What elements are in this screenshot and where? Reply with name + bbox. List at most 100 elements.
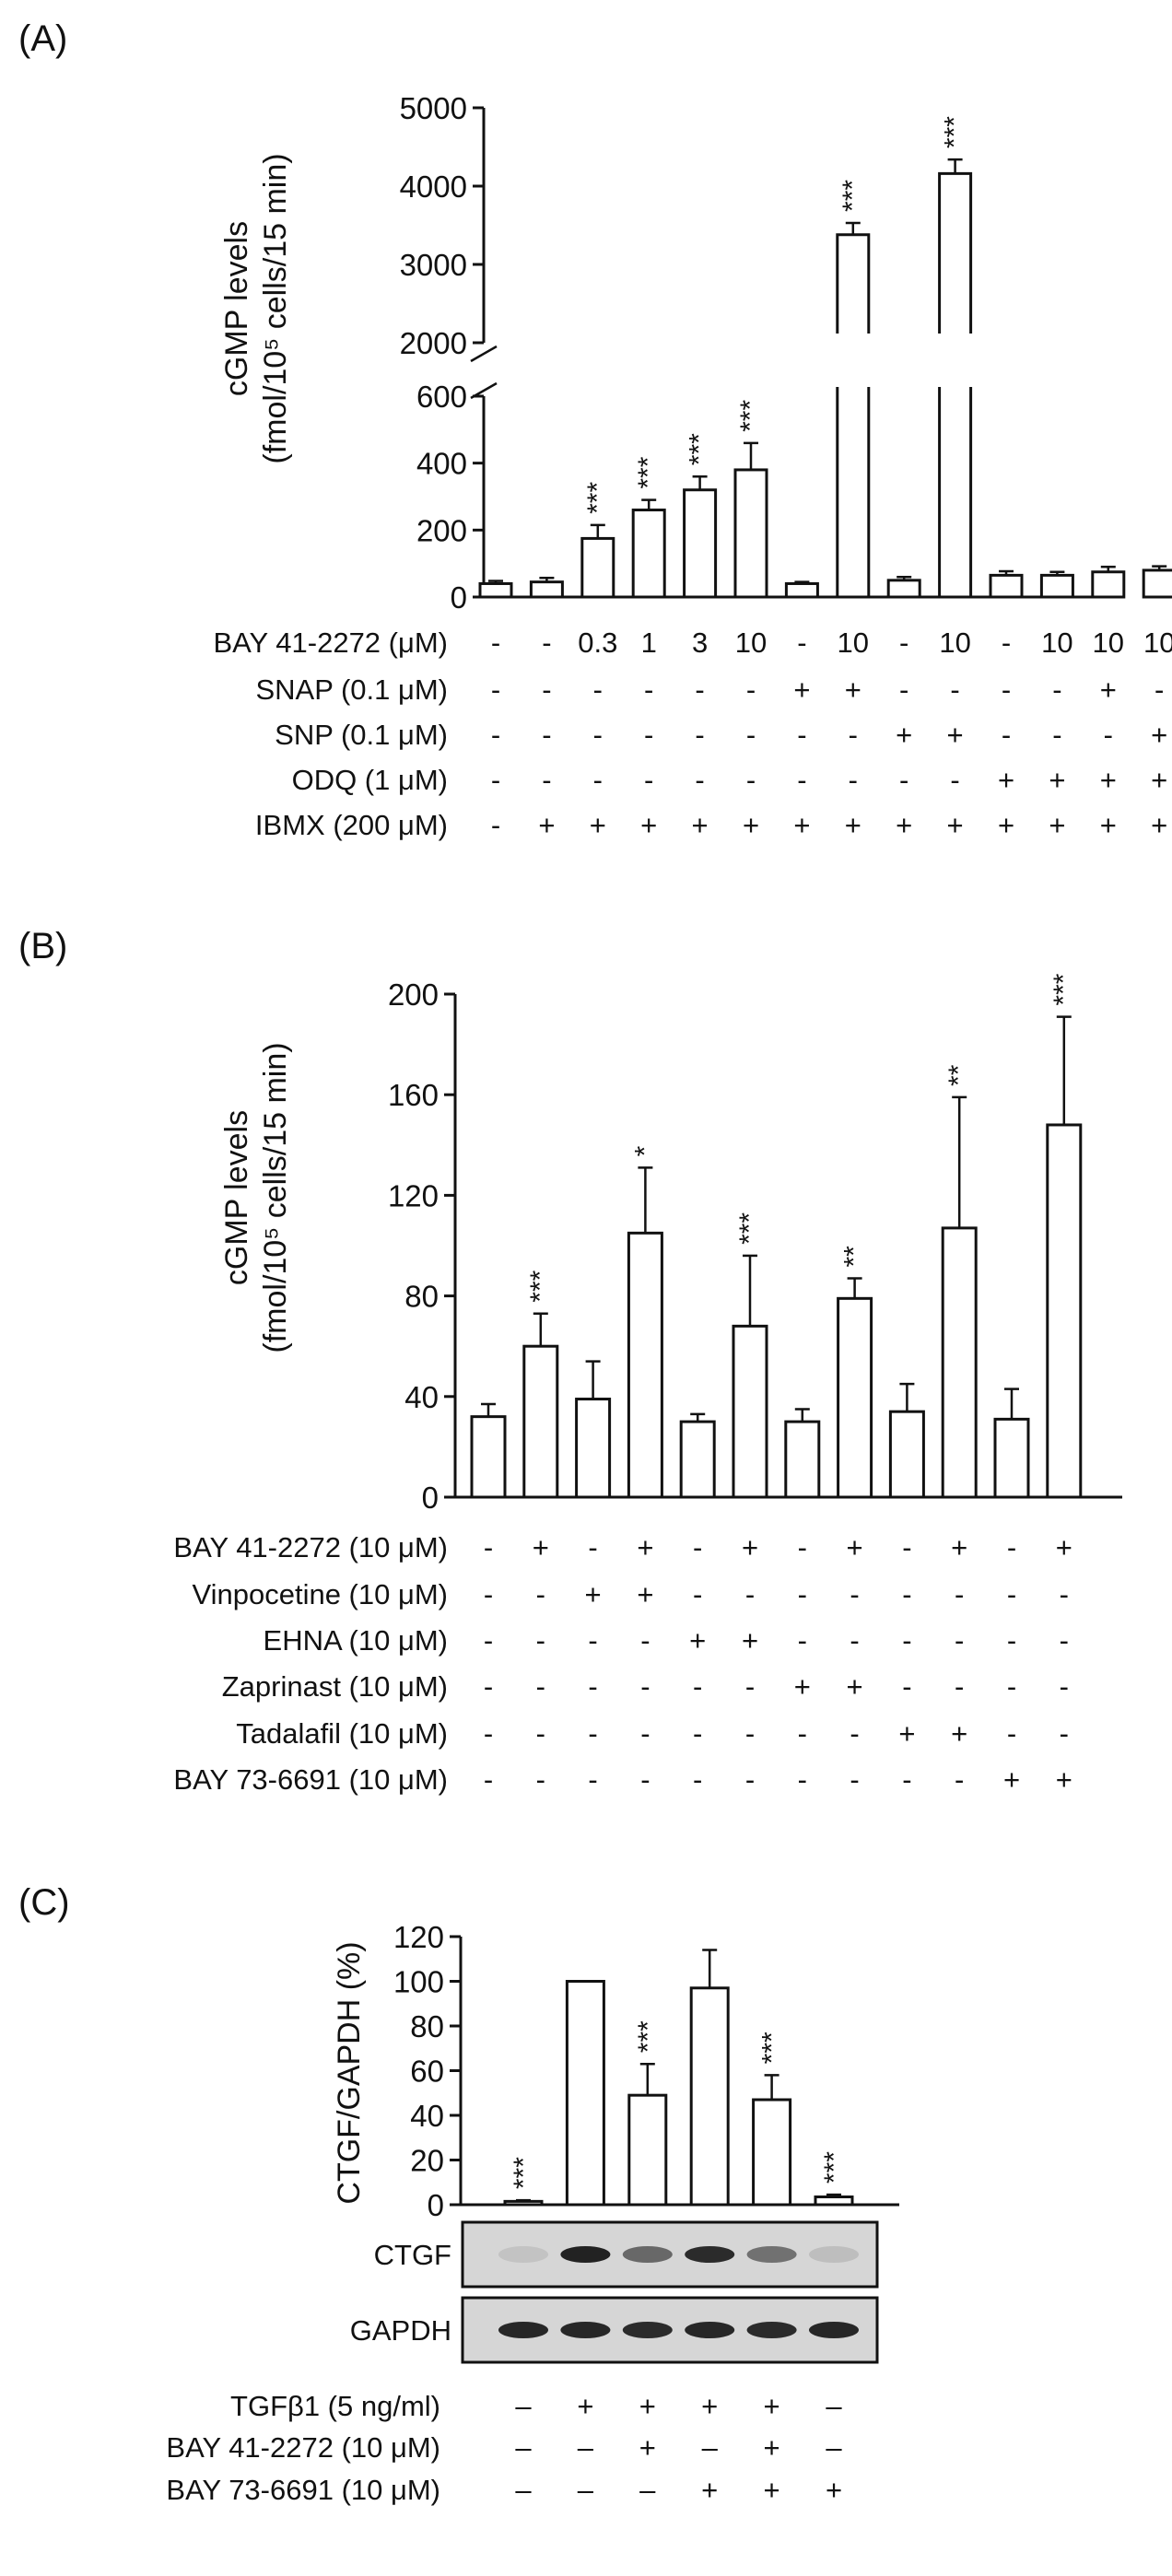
condition-value: + [998,809,1014,841]
y-tick-label: 120 [393,1920,444,1954]
condition-value: - [484,1670,493,1703]
bar [683,488,718,599]
condition-value: + [1100,764,1117,796]
condition-value: + [590,809,606,841]
y-tick-label: 40 [410,2099,444,2133]
condition-value: + [845,673,861,706]
condition-value: - [850,1717,859,1750]
blot-band [685,2246,735,2263]
condition-value: + [1100,673,1117,706]
condition-value: + [1056,1531,1072,1563]
condition-value: - [1154,673,1164,706]
condition-value: - [536,1578,545,1610]
condition-value: - [640,1717,650,1750]
condition-value: - [695,764,704,796]
condition-value: - [745,1670,755,1703]
condition-value: + [701,2390,718,2422]
condition-value: + [793,809,810,841]
condition-value: + [1151,764,1167,796]
y-tick-label: 4000 [400,170,467,204]
significance-label: *** [509,2157,539,2189]
condition-value: - [593,764,603,796]
condition-value: + [533,1531,549,1563]
condition-label: EHNA (10 μM) [264,1624,448,1657]
condition-value: + [637,1578,653,1610]
y-tick-label: 0 [422,1481,439,1515]
bar [1046,1123,1083,1499]
blot-band [809,2322,859,2338]
bar [784,1420,821,1499]
condition-value: - [644,673,653,706]
condition-value: + [847,1670,863,1703]
y-tick-label: 2000 [400,326,467,360]
bar [522,1344,559,1499]
bar [1142,568,1172,599]
condition-value: - [1007,1624,1016,1657]
panel-c: (C) CTGF/GAPDH (%) 0 20 40 60 80 100 120 *** *** **… [18,1882,899,2506]
condition-value: - [798,1531,807,1563]
condition-value: - [1007,1670,1016,1703]
condition-value: + [639,2431,656,2464]
condition-value: + [794,1670,811,1703]
condition-value: - [484,1531,493,1563]
blot-band [685,2322,735,2338]
y-tick-label: 100 [393,1965,444,1999]
condition-value: - [1060,1578,1069,1610]
significance-label: *** [633,456,663,488]
y-label-line2: (fmol/10⁵ cells/15 min) [258,1042,293,1352]
condition-value: - [644,719,653,751]
bar [989,573,1024,599]
condition-value: - [798,1717,807,1750]
condition-value: - [850,1763,859,1796]
condition-value: 1 [641,626,657,659]
condition-value: - [593,719,603,751]
condition-value: - [640,1763,650,1796]
panel-a: (A) cGMP levels (fmol/10⁵ cells/15 min) 0 20… [18,18,1172,841]
condition-value: 0.3 [578,626,617,659]
condition-value: - [950,673,959,706]
condition-value: - [850,1624,859,1657]
condition-value: + [701,2474,718,2506]
condition-value: - [693,1578,702,1610]
bar [836,387,871,597]
condition-value: + [640,809,657,841]
condition-value: - [746,764,756,796]
condition-value: 10 [1093,626,1124,659]
blot-band [560,2322,611,2338]
significance-label: *** [819,2151,850,2184]
condition-value: - [955,1624,964,1657]
condition-value: + [1003,1763,1020,1796]
y-tick-label: 5000 [400,91,467,125]
y-label-line1: cGMP levels [219,1110,254,1285]
y-tick-label: 40 [404,1380,439,1414]
y-tick-label: 0 [428,2188,444,2222]
condition-value: 10 [939,626,970,659]
bar [1091,570,1126,599]
condition-value: - [695,673,704,706]
bar [565,1980,605,2207]
condition-value: - [588,1624,597,1657]
condition-value: - [536,1670,545,1703]
condition-value: - [1002,719,1011,751]
condition-value: - [491,719,500,751]
condition-value: 10 [838,626,869,659]
condition-value: - [902,1670,911,1703]
condition-value: - [644,764,653,796]
condition-value: + [639,2390,656,2422]
condition-value: + [896,719,912,751]
bar [627,1231,663,1499]
condition-value: - [484,1624,493,1657]
condition-label: Zaprinast (10 μM) [222,1670,448,1703]
condition-value: - [693,1670,702,1703]
condition-value: - [588,1670,597,1703]
bar [627,2093,668,2207]
condition-value: + [637,1531,653,1563]
panel-label-c: (C) [18,1882,70,1923]
significance-label: *** [838,180,868,212]
condition-value: + [689,1624,706,1657]
bar [886,579,921,599]
condition-value: - [588,1717,597,1750]
significance-label: *** [734,1212,765,1245]
bar [837,1296,873,1499]
condition-value: - [899,764,908,796]
